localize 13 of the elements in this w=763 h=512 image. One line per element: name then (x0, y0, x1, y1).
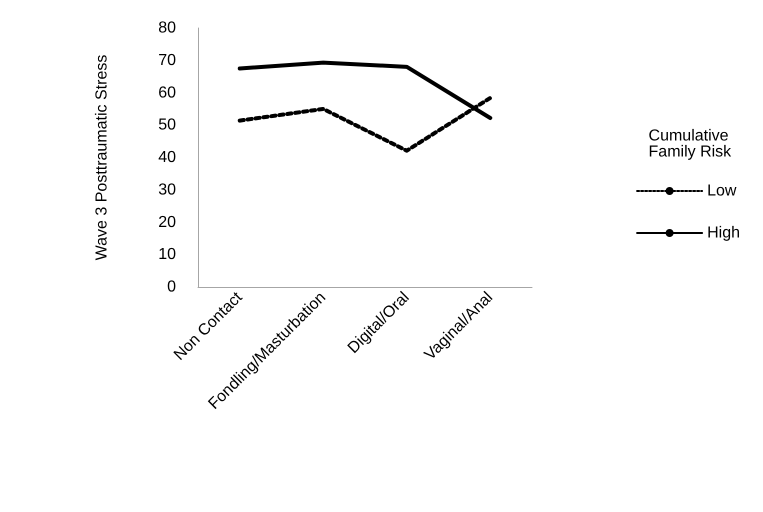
y-tick-label: 10 (158, 246, 176, 264)
y-tick-label: 50 (158, 116, 176, 134)
y-tick-label: 20 (158, 214, 176, 231)
y-tick-label: 30 (158, 181, 176, 198)
y-tick-label: 70 (158, 52, 176, 69)
legend-label: Low (707, 182, 737, 200)
y-tick-label: 80 (158, 20, 176, 36)
y-tick-label: 40 (158, 149, 176, 166)
y-tick-label: 60 (158, 84, 176, 102)
y-tick-label: 0 (167, 278, 176, 296)
y-axis-title: Wave 3 Posttraumatic Stress (94, 54, 110, 260)
legend-title: Cumulative Family Risk (648, 128, 734, 160)
legend-label: High (707, 224, 740, 242)
